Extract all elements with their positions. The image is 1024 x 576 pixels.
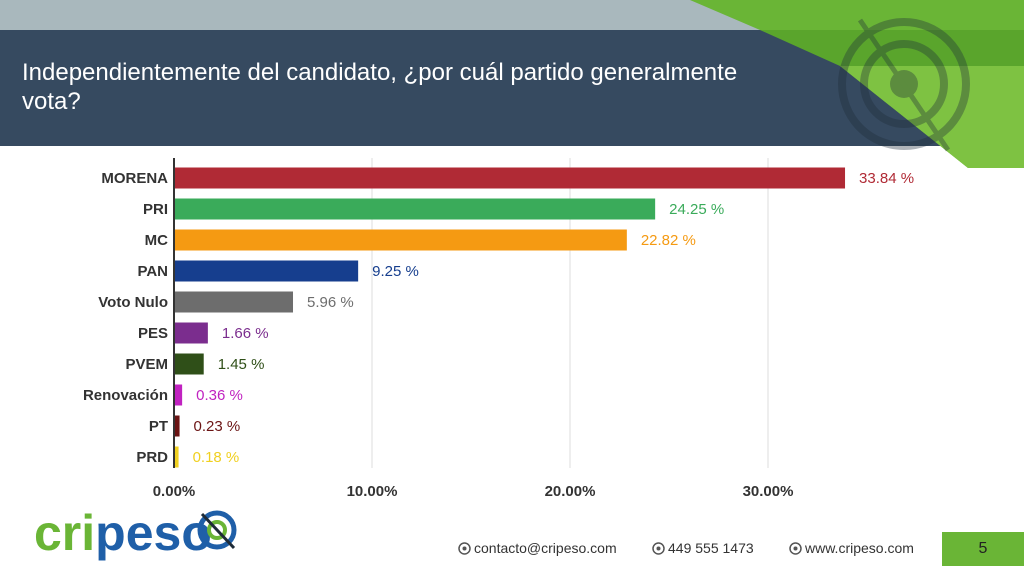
- footer-phone[interactable]: 449 555 1473: [652, 540, 754, 556]
- bar: [175, 353, 204, 375]
- x-tick-label: 20.00%: [545, 483, 596, 500]
- category-label: PRD: [136, 449, 168, 466]
- category-label: PES: [138, 325, 168, 342]
- bar: [175, 260, 359, 282]
- bar: [175, 446, 179, 468]
- x-tick-label: 0.00%: [153, 483, 196, 500]
- bar: [175, 415, 180, 437]
- globe-icon: [789, 541, 802, 555]
- bar: [175, 291, 294, 313]
- x-tick-label: 30.00%: [743, 483, 794, 500]
- target-icon: [838, 18, 970, 152]
- bar: [175, 167, 846, 189]
- green-corner-decoration: [690, 0, 1024, 168]
- email-icon: [458, 541, 471, 555]
- phone-text: 449 555 1473: [668, 540, 754, 556]
- value-label: 0.36 %: [196, 387, 243, 404]
- bar: [175, 229, 627, 251]
- category-label: MORENA: [101, 170, 168, 187]
- page-number: 5: [942, 532, 1024, 566]
- bar: [175, 198, 656, 220]
- category-label: PT: [149, 418, 168, 435]
- value-label: 5.96 %: [307, 294, 354, 311]
- bar: [175, 384, 183, 406]
- x-tick-label: 10.00%: [347, 483, 398, 500]
- footer-email[interactable]: contacto@cripeso.com: [458, 540, 617, 556]
- email-text: contacto@cripeso.com: [474, 540, 617, 556]
- category-label: MC: [145, 232, 168, 249]
- value-label: 22.82 %: [641, 232, 696, 249]
- value-label: 9.25 %: [372, 263, 419, 280]
- category-label: PVEM: [125, 356, 168, 373]
- category-label: Renovación: [83, 387, 168, 404]
- value-label: 0.23 %: [194, 418, 241, 435]
- category-label: Voto Nulo: [98, 294, 168, 311]
- slide-title: Independientemente del candidato, ¿por c…: [22, 59, 738, 115]
- footer-website[interactable]: www.cripeso.com: [789, 540, 914, 556]
- website-text: www.cripeso.com: [805, 540, 914, 556]
- logo-text: cripeso: [34, 505, 212, 561]
- cripeso-logo: cripeso: [34, 505, 237, 561]
- category-label: PAN: [137, 263, 168, 280]
- phone-icon: [652, 541, 665, 555]
- value-label: 24.25 %: [669, 201, 724, 218]
- category-label: PRI: [143, 201, 168, 218]
- value-label: 1.45 %: [218, 356, 265, 373]
- value-label: 0.18 %: [193, 449, 240, 466]
- bar: [175, 322, 208, 344]
- bar-chart: MORENA PRI MC PAN Voto Nulo PES PVEM Renovación…: [83, 158, 914, 500]
- value-label: 33.84 %: [859, 170, 914, 187]
- value-label: 1.66 %: [222, 325, 269, 342]
